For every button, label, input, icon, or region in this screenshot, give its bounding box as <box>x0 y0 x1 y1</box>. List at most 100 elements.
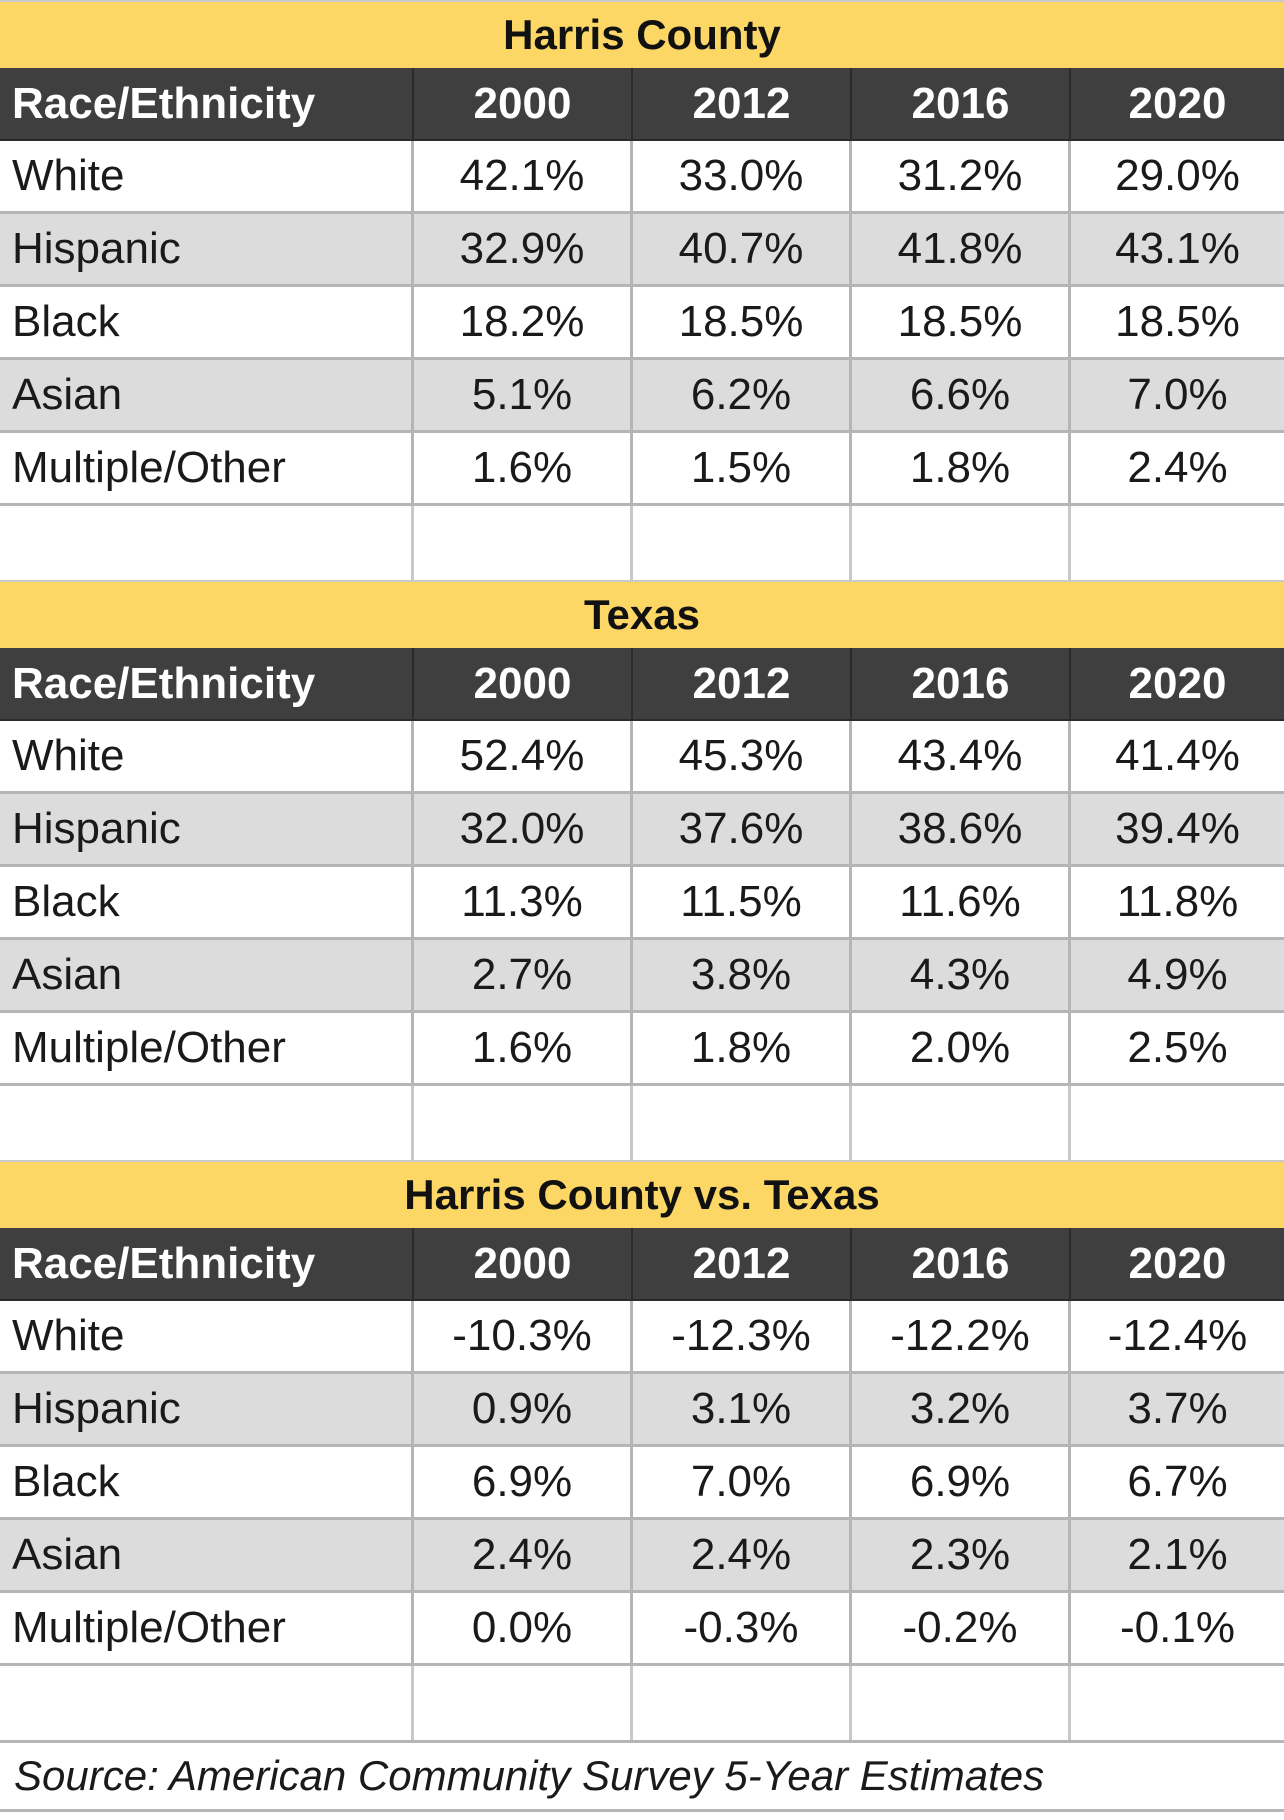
table-cell[interactable]: 32.0% <box>414 794 633 867</box>
row-label[interactable]: Hispanic <box>0 214 414 287</box>
empty-cell[interactable] <box>414 506 633 580</box>
table-cell[interactable]: 29.0% <box>1071 141 1284 214</box>
row-label[interactable]: Black <box>0 1447 414 1520</box>
empty-cell[interactable] <box>633 1086 852 1160</box>
table-cell[interactable]: 41.8% <box>852 214 1071 287</box>
empty-cell[interactable] <box>414 1086 633 1160</box>
table-cell[interactable]: 37.6% <box>633 794 852 867</box>
table-cell[interactable]: 38.6% <box>852 794 1071 867</box>
table-cell[interactable]: 2.4% <box>633 1520 852 1593</box>
table-cell[interactable]: 11.5% <box>633 867 852 940</box>
table-cell[interactable]: -10.3% <box>414 1301 633 1374</box>
column-header-year: 2000 <box>414 648 633 721</box>
empty-cell[interactable] <box>0 506 414 580</box>
table-cell[interactable]: -12.4% <box>1071 1301 1284 1374</box>
table-cell[interactable]: 6.2% <box>633 360 852 433</box>
column-header-year: 2000 <box>414 1228 633 1301</box>
table-cell[interactable]: 3.8% <box>633 940 852 1013</box>
table-cell[interactable]: 4.3% <box>852 940 1071 1013</box>
table-cell[interactable]: 2.7% <box>414 940 633 1013</box>
table-cell[interactable]: 7.0% <box>633 1447 852 1520</box>
row-label[interactable]: Asian <box>0 940 414 1013</box>
spreadsheet: Harris County Race/Ethnicity 2000 2012 2016 2… <box>0 0 1284 1740</box>
table-cell[interactable]: 1.6% <box>414 1013 633 1086</box>
table-cell[interactable]: 1.6% <box>414 433 633 506</box>
row-label[interactable]: Black <box>0 287 414 360</box>
table-cell[interactable]: 6.9% <box>852 1447 1071 1520</box>
table-title: Harris County <box>0 0 1284 68</box>
table-cell[interactable]: -0.3% <box>633 1593 852 1666</box>
table-cell[interactable]: 4.9% <box>1071 940 1284 1013</box>
table-cell[interactable]: -12.2% <box>852 1301 1071 1374</box>
column-header-year: 2020 <box>1071 1228 1284 1301</box>
empty-cell[interactable] <box>414 1666 633 1740</box>
row-label[interactable]: Hispanic <box>0 1374 414 1447</box>
table-cell[interactable]: 45.3% <box>633 721 852 794</box>
table-cell[interactable]: 0.9% <box>414 1374 633 1447</box>
empty-cell[interactable] <box>1071 1666 1284 1740</box>
table-cell[interactable]: 1.8% <box>633 1013 852 1086</box>
table-cell[interactable]: 6.9% <box>414 1447 633 1520</box>
table-cell[interactable]: 2.0% <box>852 1013 1071 1086</box>
table-cell[interactable]: 7.0% <box>1071 360 1284 433</box>
table-cell[interactable]: 31.2% <box>852 141 1071 214</box>
table-cell[interactable]: 42.1% <box>414 141 633 214</box>
empty-cell[interactable] <box>852 506 1071 580</box>
table-cell[interactable]: 3.1% <box>633 1374 852 1447</box>
column-header-year: 2012 <box>633 1228 852 1301</box>
row-label[interactable]: Multiple/Other <box>0 1593 414 1666</box>
table-cell[interactable]: 1.5% <box>633 433 852 506</box>
row-label[interactable]: Hispanic <box>0 794 414 867</box>
table-cell[interactable]: 2.4% <box>414 1520 633 1593</box>
empty-cell[interactable] <box>852 1666 1071 1740</box>
row-label[interactable]: White <box>0 721 414 794</box>
table-cell[interactable]: 6.6% <box>852 360 1071 433</box>
table-cell[interactable]: 43.1% <box>1071 214 1284 287</box>
table-cell[interactable]: 18.5% <box>852 287 1071 360</box>
empty-cell[interactable] <box>1071 506 1284 580</box>
row-label[interactable]: Multiple/Other <box>0 433 414 506</box>
row-label[interactable]: Multiple/Other <box>0 1013 414 1086</box>
empty-cell[interactable] <box>852 1086 1071 1160</box>
empty-cell[interactable] <box>1071 1086 1284 1160</box>
empty-cell[interactable] <box>633 506 852 580</box>
row-label[interactable]: White <box>0 1301 414 1374</box>
table-cell[interactable]: 39.4% <box>1071 794 1284 867</box>
table-cell[interactable]: 6.7% <box>1071 1447 1284 1520</box>
table-cell[interactable]: 1.8% <box>852 433 1071 506</box>
table-cell[interactable]: 18.5% <box>1071 287 1284 360</box>
row-label[interactable]: Black <box>0 867 414 940</box>
data-grid: Race/Ethnicity 2000 2012 2016 2020 White -10.3… <box>0 1228 1284 1740</box>
column-header-year: 2012 <box>633 68 852 141</box>
table-cell[interactable]: 32.9% <box>414 214 633 287</box>
table-cell[interactable]: 3.2% <box>852 1374 1071 1447</box>
table-cell[interactable]: 33.0% <box>633 141 852 214</box>
table-cell[interactable]: -0.2% <box>852 1593 1071 1666</box>
table-cell[interactable]: -0.1% <box>1071 1593 1284 1666</box>
table-cell[interactable]: 18.2% <box>414 287 633 360</box>
table-cell[interactable]: 52.4% <box>414 721 633 794</box>
table-cell[interactable]: 41.4% <box>1071 721 1284 794</box>
table-cell[interactable]: 11.3% <box>414 867 633 940</box>
table-cell[interactable]: 11.8% <box>1071 867 1284 940</box>
empty-cell[interactable] <box>633 1666 852 1740</box>
table-cell[interactable]: 40.7% <box>633 214 852 287</box>
table-cell[interactable]: 2.1% <box>1071 1520 1284 1593</box>
table-cell[interactable]: 2.3% <box>852 1520 1071 1593</box>
table-cell[interactable]: 2.5% <box>1071 1013 1284 1086</box>
table-cell[interactable]: 18.5% <box>633 287 852 360</box>
table-cell[interactable]: -12.3% <box>633 1301 852 1374</box>
table-cell[interactable]: 5.1% <box>414 360 633 433</box>
row-label[interactable]: Asian <box>0 1520 414 1593</box>
table-cell[interactable]: 0.0% <box>414 1593 633 1666</box>
table-cell[interactable]: 43.4% <box>852 721 1071 794</box>
empty-cell[interactable] <box>0 1086 414 1160</box>
table-cell[interactable]: 3.7% <box>1071 1374 1284 1447</box>
row-label[interactable]: White <box>0 141 414 214</box>
empty-cell[interactable] <box>0 1666 414 1740</box>
table-cell[interactable]: 11.6% <box>852 867 1071 940</box>
column-header-year: 2020 <box>1071 68 1284 141</box>
column-header-year: 2000 <box>414 68 633 141</box>
row-label[interactable]: Asian <box>0 360 414 433</box>
table-cell[interactable]: 2.4% <box>1071 433 1284 506</box>
